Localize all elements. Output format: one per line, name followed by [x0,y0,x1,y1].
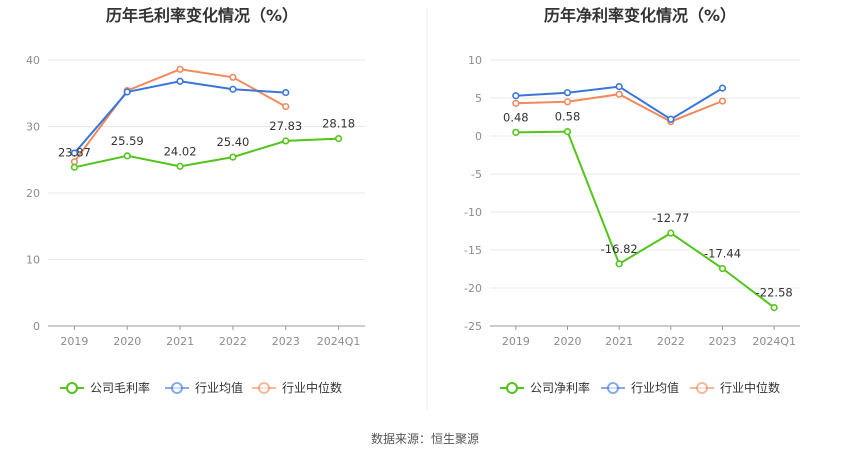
x-tick-label: 2020 [554,335,582,348]
x-tick-label: 2022 [219,335,247,348]
data-label: -12.77 [652,211,689,225]
data-point [563,89,572,97]
data-point [176,162,184,170]
legend-swatch-marker [171,382,183,394]
y-tick-label: 40 [26,54,40,67]
legend-label: 行业中位数 [720,380,780,395]
data-point [667,229,675,237]
legend-label: 行业均值 [195,380,243,395]
data-point [229,73,237,81]
data-point [718,264,727,273]
series-line-0 [74,137,339,169]
data-point [123,88,131,96]
data-point [770,304,778,312]
data-label: 24.02 [164,144,197,158]
data-source-note: 数据来源：恒生聚源 [371,431,479,446]
data-point [282,88,290,97]
y-tick-label: 5 [475,92,482,105]
legend-swatch-marker [506,382,518,394]
data-label: 25.59 [111,134,144,148]
legend-swatch-marker [607,382,619,394]
data-point [334,135,343,143]
data-point [70,149,79,157]
data-label: 23.87 [58,145,91,159]
chart-title: 历年毛利率变化情况（%） [106,6,298,25]
data-point [563,98,572,106]
y-tick-label: -10 [464,206,482,219]
series-line-0 [515,130,775,309]
legend-item-0[interactable]: 公司毛利率 [60,380,150,395]
legend-swatch-marker [258,382,270,394]
data-label: 27.83 [269,119,302,133]
gross-margin-chart: 历年毛利率变化情况（%） 0 10 20 30 40 2019 2020 2021 2022 20… [26,6,365,395]
chart-title: 历年净利率变化情况（%） [544,6,736,25]
data-point [123,152,131,160]
data-point [229,153,237,161]
data-point [615,260,623,268]
x-tick-label: 2022 [657,335,685,348]
legend-item-1[interactable]: 行业均值 [165,380,243,395]
data-point [512,128,520,136]
x-tick-label: 2019 [502,335,530,348]
legend-item-2[interactable]: 行业中位数 [252,380,342,395]
data-point [615,90,623,98]
data-label: 0.48 [503,110,529,124]
y-tick-label: -25 [464,320,482,333]
legend-swatch-marker [696,382,708,394]
legend-item-0[interactable]: 公司净利率 [500,380,590,395]
net-margin-chart: 历年净利率变化情况（%） 10 5 0 -5 -10 -15 -20 -25 2019 2020 2… [464,6,800,395]
y-tick-label: -15 [464,244,482,257]
data-point [282,102,290,111]
data-point [70,163,79,171]
y-tick-label: 10 [26,254,40,267]
legend-item-1[interactable]: 行业均值 [601,380,679,395]
legend-item-2[interactable]: 行业中位数 [690,380,780,395]
legend-label: 公司毛利率 [90,380,150,395]
data-label: -16.82 [601,242,638,256]
data-point [615,82,623,91]
data-label: -22.58 [756,286,793,300]
x-tick-label: 2023 [709,335,737,348]
data-label: -17.44 [704,247,741,261]
data-point [229,85,237,93]
data-label: 25.40 [216,135,249,149]
x-tick-label: 2021 [605,335,633,348]
y-tick-label: 30 [26,121,40,134]
data-point [667,115,675,123]
y-tick-label: -5 [471,168,482,181]
data-label: 28.18 [322,117,355,131]
x-tick-label: 2020 [113,335,141,348]
data-label: 0.58 [555,110,581,124]
series-line-1 [73,80,286,154]
y-tick-label: 0 [475,130,482,143]
data-point [282,137,290,145]
y-tick-label: -20 [464,282,482,295]
legend-label: 行业均值 [631,380,679,395]
y-tick-label: 0 [33,320,40,333]
data-point [512,99,520,107]
data-point [718,84,727,92]
data-point [176,65,184,73]
y-tick-label: 20 [26,187,40,200]
data-point [718,97,727,105]
legend-label: 行业中位数 [282,380,342,395]
data-point [176,77,184,85]
legend-swatch-marker [66,382,78,394]
legend-label: 公司净利率 [530,380,590,395]
data-point [512,92,520,100]
x-tick-label: 2019 [60,335,88,348]
x-tick-label: 2024Q1 [317,335,361,348]
x-tick-label: 2024Q1 [752,335,796,348]
y-tick-label: 10 [468,54,482,67]
data-point [563,127,572,136]
x-tick-label: 2021 [166,335,194,348]
x-tick-label: 2023 [272,335,300,348]
